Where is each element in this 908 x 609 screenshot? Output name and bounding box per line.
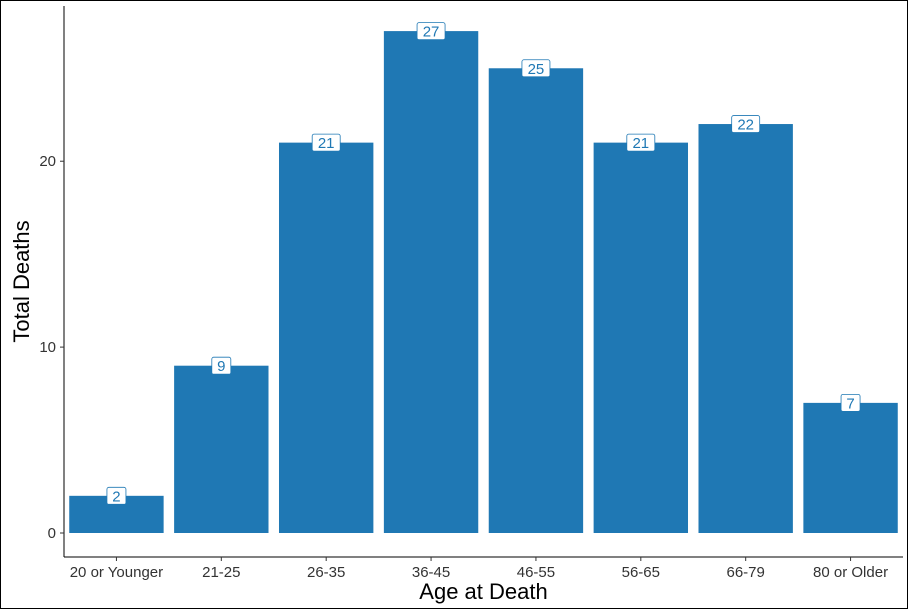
bar (383, 31, 479, 533)
y-tick-label: 20 (39, 153, 56, 170)
data-label-box (840, 393, 861, 412)
data-label: 22 (737, 117, 754, 134)
x-tick-label: 36-45 (412, 564, 450, 581)
data-label-box (731, 115, 761, 133)
data-label: 21 (632, 135, 649, 152)
x-tick-label: 80 or Older (813, 564, 888, 581)
data-label: 2 (112, 488, 120, 505)
x-tick-label: 66-79 (727, 564, 765, 581)
bar (278, 142, 374, 533)
y-axis-title: Total Deaths (9, 220, 34, 342)
data-label-box (626, 133, 656, 152)
data-label: 27 (423, 24, 440, 41)
data-label: 7 (846, 395, 854, 412)
x-ticks: 20 or Younger 21-25 26-35 36-45 46-55 56-65 66… (70, 557, 888, 581)
bar (593, 142, 689, 533)
data-label-box (211, 356, 232, 375)
data-label: 9 (217, 358, 225, 375)
data-label-box (106, 486, 127, 505)
x-tick-label: 21-25 (202, 564, 240, 581)
x-tick-label: 56-65 (622, 564, 660, 581)
bar (488, 68, 584, 533)
x-axis-title: Age at Death (419, 579, 547, 604)
bar (803, 402, 898, 533)
bar (698, 124, 793, 534)
data-label: 25 (528, 61, 545, 78)
bars: 2 9 21 27 25 21 22 7 (69, 22, 898, 534)
y-tick-label: 0 (48, 525, 56, 542)
bar (174, 365, 269, 533)
axes (63, 6, 903, 558)
y-tick-label: 10 (39, 339, 56, 356)
x-tick-label: 20 or Younger (70, 564, 163, 581)
x-tick-label: 46-55 (517, 564, 555, 581)
data-label: 21 (318, 135, 335, 152)
x-tick-label: 26-35 (307, 564, 345, 581)
y-ticks: 0 10 20 (39, 153, 64, 542)
data-label-box (416, 22, 446, 40)
data-label-box (311, 133, 341, 152)
data-label-box (521, 59, 551, 78)
